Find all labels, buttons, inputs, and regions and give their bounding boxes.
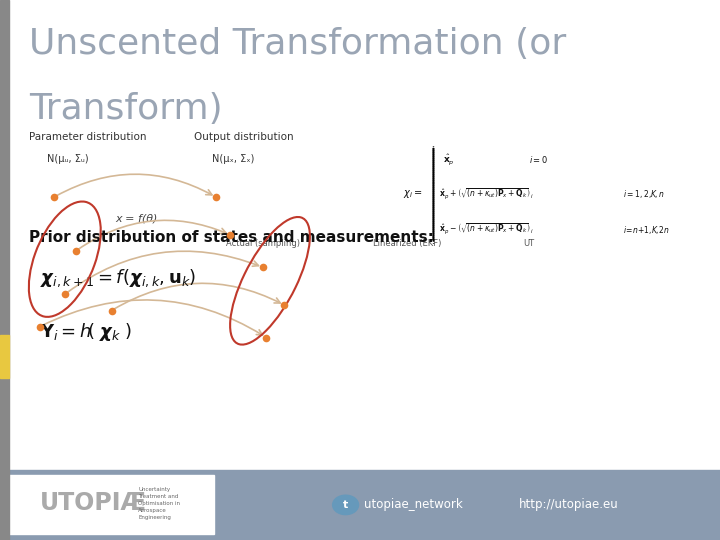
Bar — [9, 475, 214, 534]
Text: Transform): Transform) — [29, 92, 222, 126]
Text: N(μₓ, Σₓ): N(μₓ, Σₓ) — [212, 154, 255, 164]
Text: $i\!=\!n\!+\!1,\!K\!,2n$: $i\!=\!n\!+\!1,\!K\!,2n$ — [623, 224, 670, 235]
Text: $\hat{\mathbf{x}}_p - \left(\sqrt{(n+\kappa_{ut})\mathbf{P}_x+\mathbf{Q}_k}\righ: $\hat{\mathbf{x}}_p - \left(\sqrt{(n+\ka… — [439, 222, 534, 237]
Text: $\boldsymbol{\chi}_{i,k+1} = f(\boldsymbol{\chi}_{i,k},\mathbf{u}_k)$: $\boldsymbol{\chi}_{i,k+1} = f(\boldsymb… — [40, 267, 196, 289]
Text: Unscented Transformation (or: Unscented Transformation (or — [29, 27, 566, 61]
Bar — [0, 0, 9, 540]
Text: http://utopiae.eu: http://utopiae.eu — [518, 498, 618, 511]
Text: x = f(θ): x = f(θ) — [116, 214, 158, 224]
Text: Actual (sampling): Actual (sampling) — [226, 239, 300, 248]
Bar — [0, 470, 720, 540]
Text: Output distribution: Output distribution — [194, 132, 294, 143]
Text: UTOPIÆ: UTOPIÆ — [40, 491, 147, 515]
Text: Parameter distribution: Parameter distribution — [29, 132, 146, 143]
Text: $\chi_i =$: $\chi_i =$ — [403, 188, 423, 200]
Text: N(μᵤ, Σᵤ): N(μᵤ, Σᵤ) — [47, 154, 89, 164]
Text: Linearized (EKF): Linearized (EKF) — [373, 239, 441, 248]
Text: $\hat{\mathbf{x}}_p$: $\hat{\mathbf{x}}_p$ — [443, 152, 454, 167]
Text: $\hat{\mathbf{x}}_p + \left(\sqrt{(n+\kappa_{ut})\mathbf{P}_x+\mathbf{Q}_k}\righ: $\hat{\mathbf{x}}_p + \left(\sqrt{(n+\ka… — [439, 187, 534, 202]
Text: $i=1,2,\!K\!,n$: $i=1,2,\!K\!,n$ — [623, 188, 665, 200]
Text: UT: UT — [523, 239, 535, 248]
Text: Uncertainty
Treatment and
Optimisation in
Aerospace
Engineering: Uncertainty Treatment and Optimisation i… — [138, 487, 180, 520]
Text: utopiae_network: utopiae_network — [364, 498, 462, 511]
Text: Prior distribution of states and measurements:: Prior distribution of states and measure… — [29, 230, 433, 245]
Circle shape — [333, 495, 359, 515]
Text: $\mathbf{Y}_i = h\!\left(\;\boldsymbol{\chi}_k\;\right)$: $\mathbf{Y}_i = h\!\left(\;\boldsymbol{\… — [40, 321, 131, 343]
Text: $i = 0$: $i = 0$ — [529, 154, 549, 165]
Bar — [0, 335, 9, 378]
Text: t: t — [343, 500, 348, 510]
